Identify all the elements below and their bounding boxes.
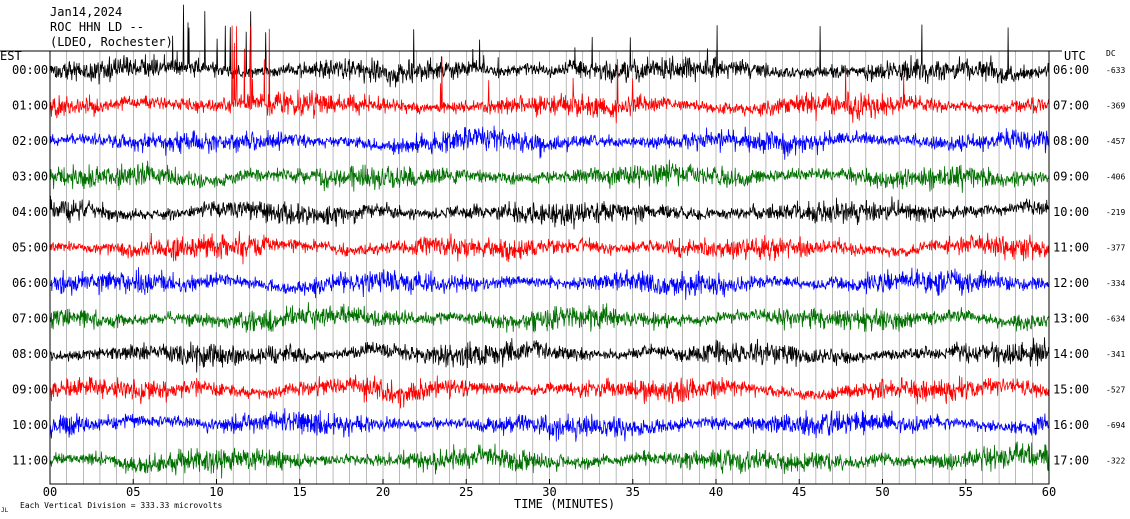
utc-row-label: 17:00 (1053, 454, 1089, 468)
dc-offset-value: -634 (1106, 315, 1125, 324)
x-tick-label: 20 (376, 485, 390, 499)
est-row-label: 00:00 (12, 63, 48, 77)
utc-row-label: 10:00 (1053, 205, 1089, 219)
dc-offset-value: -219 (1106, 208, 1125, 217)
utc-row-label: 11:00 (1053, 241, 1089, 255)
est-row-label: 03:00 (12, 170, 48, 184)
dc-offset-value: -322 (1106, 457, 1125, 466)
seismic-trace-row (49, 231, 1050, 265)
seismic-trace-row (49, 4, 1050, 88)
dc-offset-value: -633 (1106, 66, 1125, 75)
utc-row-label: 14:00 (1053, 347, 1089, 361)
x-tick-label: 25 (459, 485, 473, 499)
dc-header-label: DC (1106, 49, 1116, 58)
est-row-label: 04:00 (12, 205, 48, 219)
header-network: (LDEO, Rochester) (50, 35, 173, 49)
utc-row-label: 07:00 (1053, 99, 1089, 113)
utc-row-label: 09:00 (1053, 170, 1089, 184)
x-tick-label: 35 (626, 485, 640, 499)
dc-offset-value: -377 (1106, 244, 1125, 253)
x-tick-label: 55 (959, 485, 973, 499)
seismic-trace-row (49, 374, 1050, 409)
dc-offset-value: -369 (1106, 102, 1125, 111)
utc-row-label: 13:00 (1053, 312, 1089, 326)
seismic-trace-row (49, 441, 1050, 479)
est-row-label: 06:00 (12, 276, 48, 290)
est-row-label: 07:00 (12, 312, 48, 326)
utc-row-label: 06:00 (1053, 63, 1089, 77)
x-tick-label: 30 (542, 485, 556, 499)
utc-row-label: 16:00 (1053, 418, 1089, 432)
x-tick-label: 60 (1042, 485, 1056, 499)
dc-offset-value: -694 (1106, 421, 1125, 430)
seismic-trace-row (49, 408, 1050, 442)
seismic-trace-row (49, 267, 1050, 300)
est-row-label: 02:00 (12, 134, 48, 148)
x-tick-label: 45 (792, 485, 806, 499)
est-row-label: 01:00 (12, 99, 48, 113)
x-tick-label: 40 (709, 485, 723, 499)
x-tick-label: 05 (126, 485, 140, 499)
dc-offset-value: -457 (1106, 137, 1125, 146)
est-row-label: 11:00 (12, 454, 48, 468)
seismic-trace-row (49, 302, 1050, 333)
x-tick-label: 15 (293, 485, 307, 499)
seismic-trace-row (49, 159, 1050, 193)
est-row-label: 09:00 (12, 383, 48, 397)
utc-row-label: 08:00 (1053, 134, 1089, 148)
dc-offset-value: -334 (1106, 279, 1125, 288)
footer-scale-note: Each Vertical Division = 333.33 microvol… (20, 501, 222, 510)
seismic-trace-row (49, 195, 1050, 230)
seismic-trace-row (49, 25, 1050, 124)
label-layer: 00:00 06:00 -633 01:00 07:00 -369 02:00 08:00 -4… (12, 63, 1125, 499)
frame-layer (0, 50, 1062, 485)
dc-offset-value: -341 (1106, 350, 1125, 359)
x-tick-label: 10 (209, 485, 223, 499)
right-timezone-label: UTC (1064, 49, 1086, 63)
seismic-trace-row (49, 337, 1050, 373)
seismic-trace-row (49, 125, 1050, 160)
header-date: Jan14,2024 (50, 5, 122, 19)
header-station: ROC HHN LD -- (50, 20, 144, 34)
left-timezone-label: EST (0, 49, 22, 63)
est-row-label: 10:00 (12, 418, 48, 432)
x-tick-label: 50 (875, 485, 889, 499)
est-row-label: 08:00 (12, 347, 48, 361)
utc-row-label: 15:00 (1053, 383, 1089, 397)
grid-layer (66, 51, 1033, 484)
dc-offset-value: -406 (1106, 173, 1125, 182)
footer-mark: JL (1, 507, 9, 514)
x-tick-label: 00 (43, 485, 57, 499)
est-row-label: 05:00 (12, 241, 48, 255)
trace-layer (49, 4, 1050, 479)
dc-offset-value: -527 (1106, 386, 1125, 395)
utc-row-label: 12:00 (1053, 276, 1089, 290)
x-axis-title: TIME (MINUTES) (514, 497, 615, 511)
